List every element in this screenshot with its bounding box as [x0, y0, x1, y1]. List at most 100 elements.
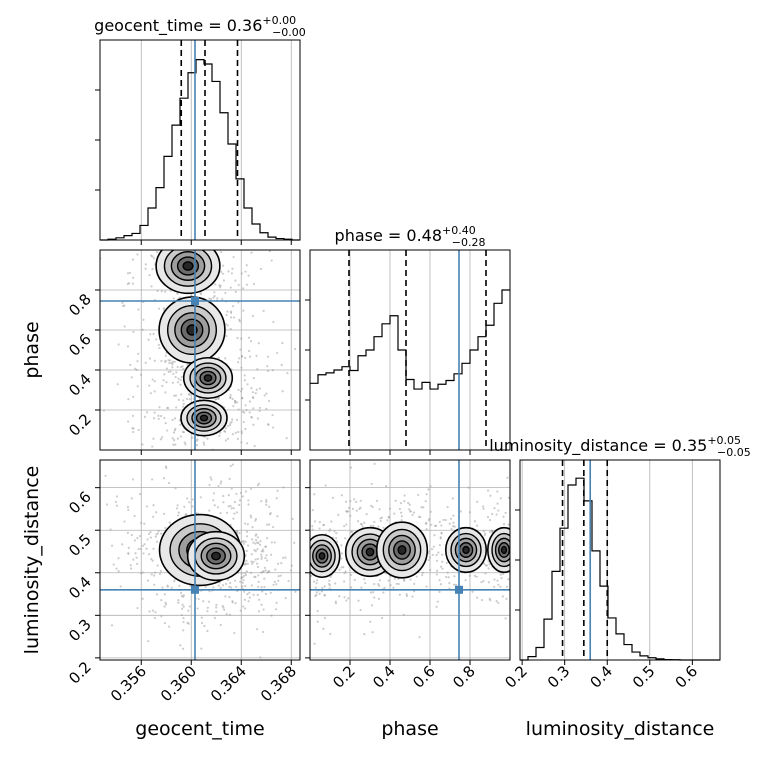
sample-point: [141, 443, 144, 446]
sample-point: [163, 605, 166, 608]
sample-point: [232, 255, 235, 259]
sample-point: [256, 593, 259, 597]
sample-point: [311, 509, 314, 512]
sample-point: [257, 580, 260, 584]
sample-point: [382, 591, 385, 594]
sample-point: [240, 366, 243, 369]
sample-point: [236, 437, 239, 441]
sample-point: [181, 430, 185, 433]
sample-point: [240, 272, 243, 275]
sample-point: [117, 557, 120, 560]
sample-point: [453, 575, 456, 578]
sample-point: [345, 523, 348, 526]
sample-point: [371, 631, 374, 634]
sample-point: [212, 492, 216, 495]
y-tick-label: 0.2: [65, 410, 95, 440]
sample-point: [233, 631, 236, 635]
sample-point: [363, 521, 366, 524]
sample-point: [127, 508, 130, 511]
sample-point: [418, 636, 421, 639]
sample-point: [196, 607, 199, 610]
sample-point: [156, 564, 159, 567]
sample-point: [229, 286, 232, 289]
sample-point: [243, 379, 246, 382]
sample-point: [482, 530, 485, 533]
sample-point: [110, 624, 114, 627]
sample-point: [238, 531, 241, 535]
sample-point: [334, 600, 337, 603]
sample-point: [364, 582, 367, 585]
sample-point: [148, 357, 152, 360]
sample-point: [145, 505, 149, 508]
sample-point: [249, 340, 252, 343]
density-contour: [500, 545, 508, 555]
sample-point: [117, 570, 120, 573]
sample-point: [215, 603, 218, 607]
sample-point: [402, 613, 405, 616]
sample-point: [179, 423, 182, 426]
sample-point: [256, 548, 259, 551]
sample-point: [161, 384, 164, 387]
sample-point: [245, 570, 248, 573]
sample-point: [345, 510, 348, 513]
sample-point: [475, 575, 478, 578]
sample-point: [440, 524, 443, 527]
sample-point: [188, 393, 191, 396]
density-contour: [210, 551, 222, 561]
sample-point: [260, 550, 263, 553]
sample-point: [250, 584, 253, 587]
sample-point: [425, 493, 428, 496]
sample-point: [236, 529, 239, 533]
sample-point: [245, 442, 249, 445]
sample-point: [252, 376, 256, 380]
sample-point: [409, 510, 412, 513]
sample-point: [315, 579, 319, 582]
sample-point: [435, 553, 438, 557]
sample-point: [483, 562, 486, 565]
sample-point: [206, 606, 209, 609]
sample-point: [483, 534, 486, 537]
sample-point: [155, 250, 159, 254]
truth-marker: [455, 585, 463, 594]
sample-point: [335, 537, 338, 540]
sample-point: [360, 522, 363, 526]
sample-point: [176, 365, 179, 369]
sample-point: [452, 521, 455, 524]
sample-point: [141, 597, 144, 600]
sample-point: [129, 363, 132, 367]
sample-point: [256, 562, 259, 565]
sample-point: [152, 332, 155, 335]
sample-point: [209, 298, 213, 301]
sample-point: [252, 282, 256, 286]
sample-point: [399, 502, 403, 505]
sample-point: [285, 437, 288, 440]
density-contour: [397, 545, 407, 555]
sample-point: [180, 607, 184, 610]
sample-point: [203, 624, 206, 628]
sample-point: [178, 296, 182, 299]
sample-point: [275, 601, 278, 604]
sample-point: [133, 539, 137, 542]
sample-point: [153, 411, 156, 414]
sample-point: [171, 366, 174, 369]
sample-point: [174, 487, 177, 490]
sample-point: [191, 498, 194, 501]
sample-point: [115, 567, 118, 570]
sample-point: [119, 585, 122, 588]
sample-point: [168, 521, 171, 524]
sample-point: [249, 514, 252, 517]
sample-point: [208, 509, 211, 512]
sample-point: [117, 343, 120, 346]
sample-point: [160, 615, 163, 618]
sample-point: [355, 509, 358, 512]
sample-point: [268, 399, 271, 403]
sample-point: [331, 496, 335, 499]
sample-point: [250, 387, 253, 390]
sample-point: [174, 394, 178, 397]
sample-point: [252, 560, 255, 564]
sample-point: [256, 628, 259, 631]
x-tick-label: 0.8: [449, 662, 479, 692]
sample-point: [165, 381, 168, 384]
sample-point: [200, 647, 203, 650]
sample-point: [162, 477, 166, 480]
